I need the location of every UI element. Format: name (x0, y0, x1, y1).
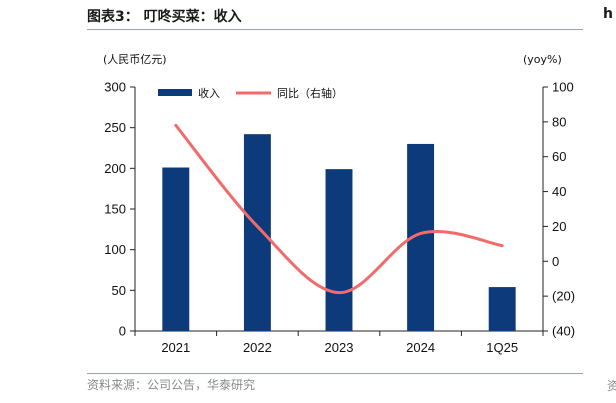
revenue-bars (162, 134, 516, 331)
x-category-label: 2021 (161, 340, 190, 355)
left-tick-label: 50 (112, 283, 126, 298)
legend-revenue-swatch (158, 89, 192, 96)
left-tick-label: 200 (104, 161, 126, 176)
legend-revenue-label: 收入 (198, 86, 220, 100)
revenue-bar (488, 287, 516, 331)
right-tick-label: 20 (552, 219, 566, 234)
title-divider (87, 29, 583, 30)
right-tick-label: 100 (552, 80, 574, 95)
right-tick-label: 80 (552, 114, 566, 129)
right-tick-label: 60 (552, 149, 566, 164)
edge-fragment-bottom: 资 (607, 379, 616, 393)
edge-fragment-top: h (603, 6, 613, 22)
yoy-growth-line (174, 123, 504, 295)
legend-yoy-label: 同比（右轴） (277, 86, 343, 100)
left-tick-label: 0 (119, 324, 126, 339)
left-axis-unit: (人民币亿元) (103, 53, 167, 66)
revenue-bar (243, 134, 271, 331)
right-axis-ticks: (40) (20) 0 20 40 60 80 100 (543, 80, 575, 339)
right-axis-unit: (yoy%) (523, 53, 562, 66)
revenue-bar (162, 167, 190, 331)
right-tick-label: 40 (552, 184, 566, 199)
left-tick-label: 250 (104, 120, 126, 135)
left-axis-ticks: 0 50 100 150 200 250 300 (104, 80, 135, 339)
source-note: 资料来源：公司公告，华泰研究 (87, 378, 256, 392)
right-tick-label: (40) (552, 324, 575, 339)
left-tick-label: 100 (104, 242, 126, 257)
legend: 收入 同比（右轴） (158, 86, 343, 100)
footer-divider (87, 373, 583, 374)
revenue-bar (325, 169, 353, 331)
x-category-label: 2022 (243, 340, 272, 355)
chart-title: 图表3： 叮咚买菜：收入 (87, 9, 242, 25)
x-axis-ticks: 2021 2022 2023 2024 1Q25 (134, 331, 544, 355)
left-tick-label: 300 (104, 80, 126, 95)
x-category-label: 2024 (406, 340, 435, 355)
x-category-label: 2023 (325, 340, 354, 355)
left-tick-label: 150 (104, 202, 126, 217)
right-tick-label: (20) (552, 289, 575, 304)
x-category-label: 1Q25 (486, 340, 518, 355)
right-tick-label: 0 (552, 254, 559, 269)
